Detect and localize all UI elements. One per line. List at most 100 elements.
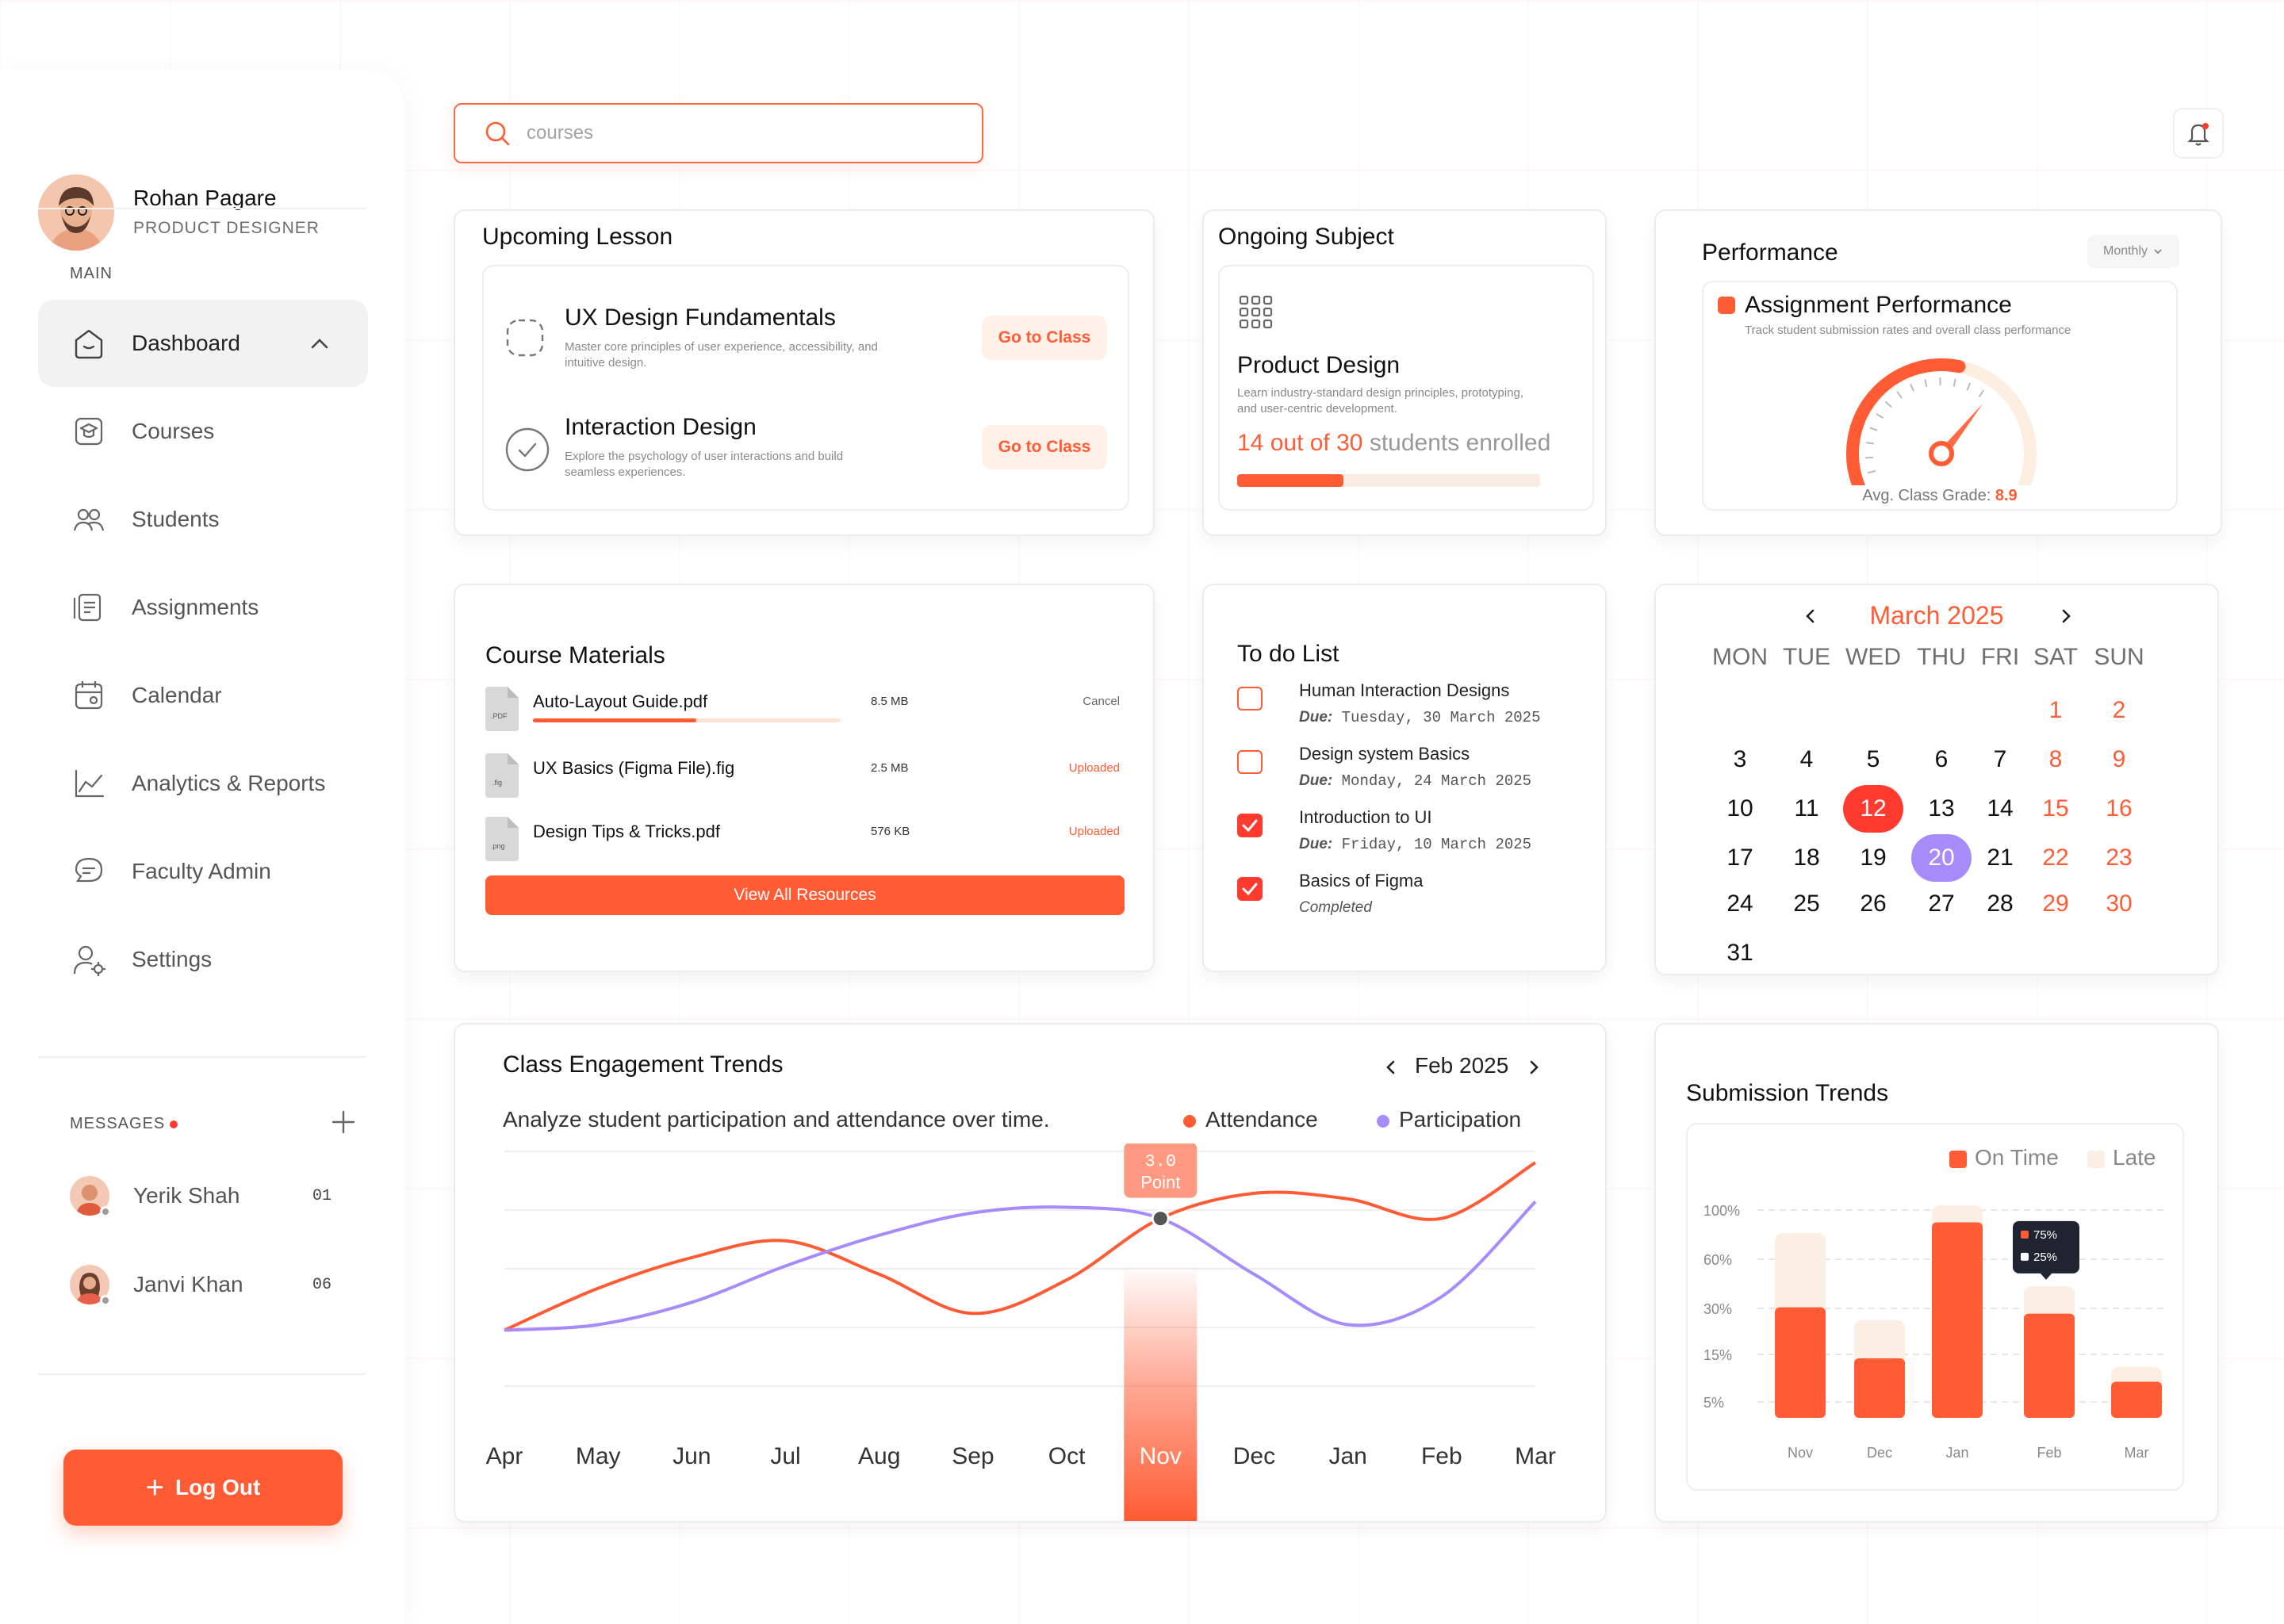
todo-checkbox[interactable]: [1237, 814, 1263, 837]
card-title: Submission Trends: [1686, 1080, 1889, 1106]
x-tick-label: Feb: [2037, 1445, 2061, 1461]
gauge-tick: [1896, 391, 1903, 399]
chevron-left-icon[interactable]: [1380, 1056, 1402, 1078]
calendar-day[interactable]: 4: [1799, 746, 1814, 772]
x-tick-label: Apr: [486, 1443, 523, 1469]
chat-icon: [75, 857, 103, 883]
avatar: [70, 1176, 111, 1217]
calendar-day[interactable]: 21: [1987, 845, 2014, 871]
calendar-day[interactable]: 13: [1928, 795, 1955, 822]
calendar-day[interactable]: 29: [2042, 891, 2069, 917]
go-to-class-button[interactable]: Go to Class: [982, 425, 1107, 469]
chevron-right-icon[interactable]: [2054, 604, 2078, 628]
sidebar-item-students[interactable]: Students: [38, 476, 368, 563]
grade-text: Avg. Class Grade: 8.9: [1703, 487, 2176, 505]
calendar-day[interactable]: 10: [1726, 795, 1753, 822]
avatar[interactable]: [38, 174, 114, 251]
sidebar-item-label: Faculty Admin: [132, 859, 271, 883]
legend-participation: Participation: [1377, 1107, 1521, 1132]
card-title: Class Engagement Trends: [503, 1051, 784, 1078]
todo-checkbox[interactable]: [1237, 687, 1263, 710]
file-row[interactable]: .PDF Auto-Layout Guide.pdf 8.5 MB Cancel: [485, 687, 1120, 734]
calendar-day[interactable]: 19: [1860, 845, 1887, 871]
file-row[interactable]: .png Design Tips & Tricks.pdf 576 KB Upl…: [485, 817, 1120, 864]
gauge-tick: [1910, 383, 1914, 392]
calendar-day[interactable]: 12: [1843, 785, 1903, 833]
sidebar-item-label: Analytics & Reports: [132, 771, 326, 795]
weekday-label: SAT: [2033, 644, 2079, 670]
tooltip-box: [1124, 1143, 1198, 1198]
students-icon: [73, 508, 105, 531]
calendar-day[interactable]: 28: [1987, 891, 2014, 917]
calendar-day[interactable]: 8: [2048, 746, 2063, 772]
weekday-label: MON: [1712, 644, 1768, 670]
calendar-day[interactable]: 1: [2048, 697, 2063, 723]
sidebar-item-assignments[interactable]: Assignments: [38, 564, 368, 651]
calendar-day[interactable]: 26: [1860, 891, 1887, 917]
user-role: PRODUCT DESIGNER: [133, 219, 320, 237]
chart-icon: [75, 769, 105, 798]
calendar-day[interactable]: 3: [1733, 746, 1747, 772]
gauge-tick: [1953, 378, 1956, 387]
calendar-day[interactable]: 11: [1794, 795, 1819, 822]
submission-bar-chart: 100% 60% 30% 15% 5% Nov Dec Jan Feb Mar 75% 25%: [1703, 1203, 2168, 1461]
calendar-day[interactable]: 6: [1934, 746, 1949, 772]
sidebar-item-analytics[interactable]: Analytics & Reports: [38, 740, 368, 827]
view-all-resources-button[interactable]: View All Resources: [485, 875, 1125, 915]
calendar-day[interactable]: 15: [2042, 795, 2069, 822]
bar-late: [1854, 1320, 1905, 1368]
calendar-day[interactable]: 30: [2106, 891, 2133, 917]
go-to-class-button[interactable]: Go to Class: [982, 316, 1107, 360]
search-bar[interactable]: [454, 103, 983, 163]
cancel-upload-button[interactable]: Cancel: [1083, 695, 1120, 708]
sidebar-item-faculty-admin[interactable]: Faculty Admin: [38, 828, 368, 915]
calendar-day[interactable]: 18: [1793, 845, 1820, 871]
fig-file-icon: .fig: [485, 753, 519, 798]
tooltip-value: 3.0: [1144, 1152, 1176, 1172]
calendar-day[interactable]: 24: [1726, 891, 1753, 917]
sidebar-item-courses[interactable]: Courses: [38, 388, 368, 475]
gauge-tick: [1978, 389, 1985, 397]
x-tick-label: Feb: [1421, 1443, 1462, 1469]
calendar-day[interactable]: 5: [1866, 746, 1880, 772]
sidebar-item-calendar[interactable]: Calendar: [38, 652, 368, 739]
sidebar-item-settings[interactable]: Settings: [38, 916, 368, 1003]
grid-icon: [1239, 295, 1273, 329]
file-row[interactable]: .fig UX Basics (Figma File).fig 2.5 MB U…: [485, 753, 1120, 801]
calendar-day[interactable]: 14: [1987, 795, 2014, 822]
messages-section-label: MESSAGES: [70, 1115, 178, 1133]
sidebar-item-dashboard[interactable]: Dashboard: [38, 300, 368, 387]
logout-button[interactable]: + Log Out: [63, 1450, 343, 1526]
grade-gauge: [1846, 358, 2037, 485]
calendar-day[interactable]: 23: [2106, 845, 2133, 871]
todo-checkbox[interactable]: [1237, 877, 1263, 901]
calendar-day[interactable]: 27: [1928, 891, 1955, 917]
gauge-fill: [1846, 358, 1966, 485]
notification-button[interactable]: [2173, 108, 2224, 159]
calendar-day[interactable]: 31: [1726, 940, 1753, 966]
message-item[interactable]: Yerik Shah 01: [70, 1172, 331, 1220]
calendar-day[interactable]: 17: [1726, 845, 1753, 871]
tooltip-value: 75%: [2033, 1228, 2057, 1242]
x-tick-label: Dec: [1233, 1443, 1275, 1469]
tooltip-swatch: [2021, 1252, 2029, 1261]
calendar-day[interactable]: 20: [1911, 834, 1972, 882]
calendar-day[interactable]: 25: [1793, 891, 1820, 917]
calendar-day[interactable]: 9: [2112, 746, 2126, 772]
todo-due: Due: Tuesday, 30 March 2025: [1299, 709, 1541, 726]
bell-icon: [2187, 123, 2209, 146]
calendar-day[interactable]: 22: [2042, 845, 2069, 871]
weekday-label: THU: [1917, 644, 1966, 670]
chevron-right-icon[interactable]: [1523, 1056, 1545, 1078]
add-message-icon[interactable]: [330, 1109, 357, 1136]
todo-checkbox[interactable]: [1237, 750, 1263, 774]
message-item[interactable]: Janvi Khan 06: [70, 1261, 331, 1308]
chevron-up-icon[interactable]: [306, 330, 333, 357]
calendar-day[interactable]: 16: [2106, 795, 2133, 822]
calendar-day[interactable]: 7: [1993, 746, 2007, 772]
search-input[interactable]: [527, 122, 939, 144]
chevron-left-icon[interactable]: [1799, 604, 1822, 628]
calendar-day[interactable]: 2: [2112, 697, 2126, 723]
period-dropdown[interactable]: Monthly: [2087, 235, 2179, 268]
sidebar-item-label: Courses: [132, 419, 215, 443]
